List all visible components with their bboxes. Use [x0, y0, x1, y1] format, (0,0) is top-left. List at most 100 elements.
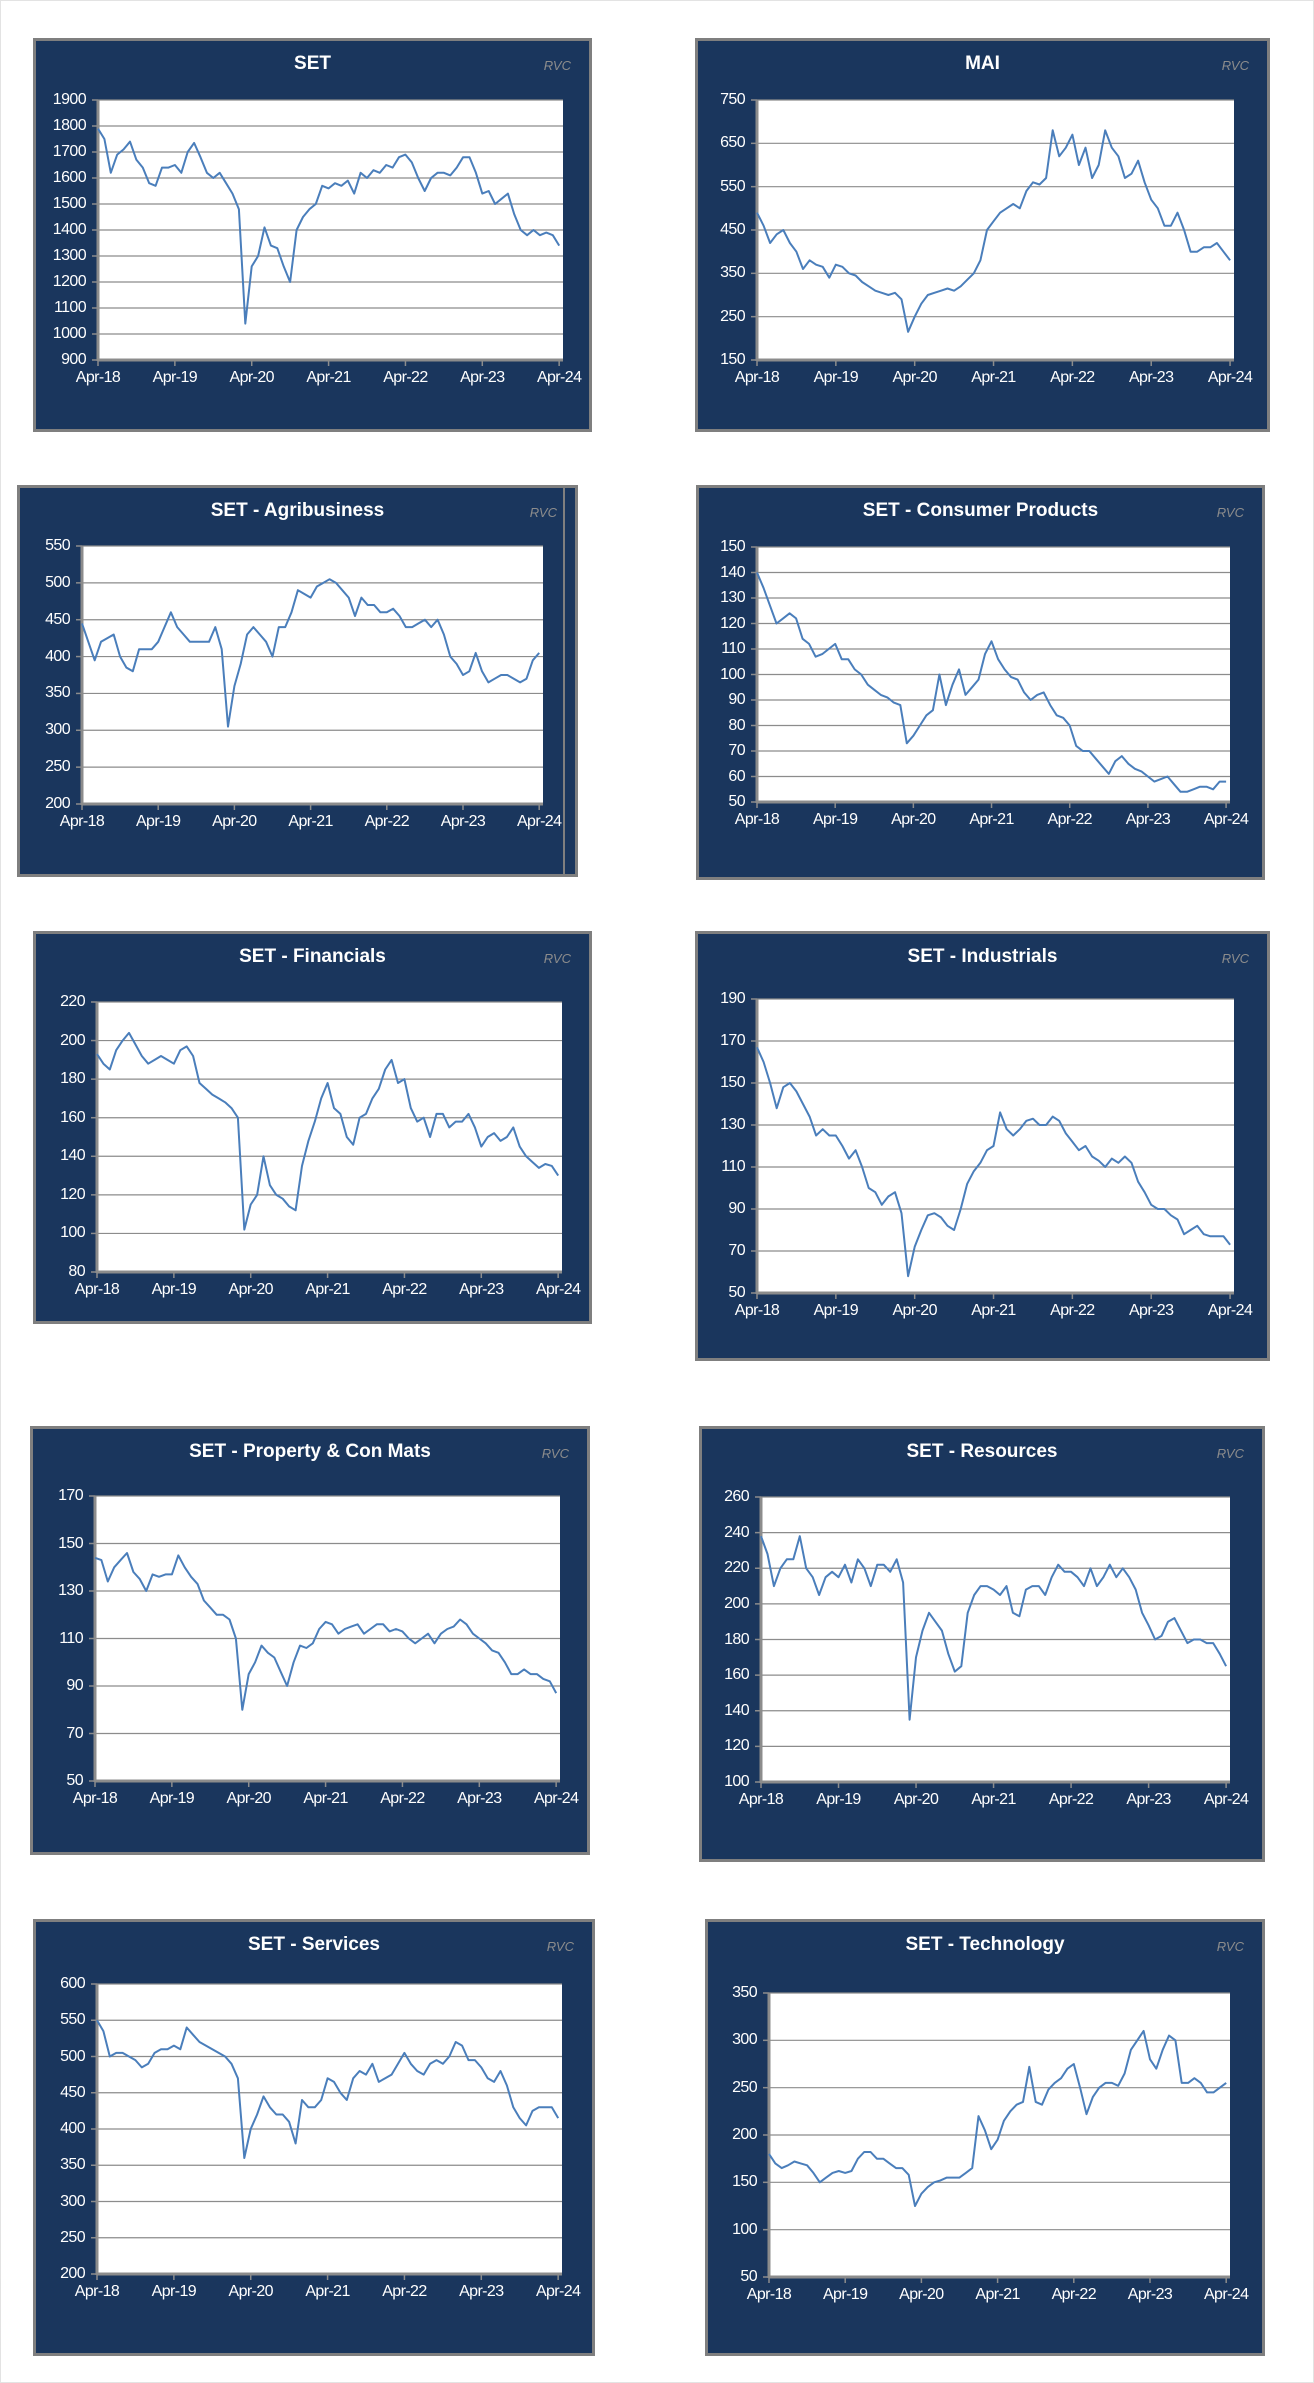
y-tick-label: 900: [61, 351, 87, 368]
y-tick-label: 240: [724, 1523, 750, 1541]
watermark-label: RVC: [1216, 1939, 1244, 1954]
y-tick-label: 80: [728, 716, 745, 734]
chart-panel-resources: SET - Resources RVC 100 120 140 160 180 200 220 2…: [699, 1426, 1265, 1862]
x-tick-label: Apr-24: [535, 1281, 581, 1298]
x-tick-label: Apr-24: [1203, 1791, 1249, 1808]
y-tick-label: 1400: [52, 221, 87, 238]
x-tick-label: Apr-20: [228, 2283, 274, 2300]
x-tick-label: Apr-19: [149, 1790, 195, 1807]
y-tick-label: 300: [60, 2192, 86, 2210]
x-tick-label: Apr-23: [1128, 369, 1174, 386]
chart-panel-agribusiness: SET - Agribusiness RVC 200 250 300 350 400 450 5…: [17, 485, 578, 877]
y-tick-label: 550: [720, 177, 746, 195]
x-tick-label: Apr-22: [364, 813, 410, 830]
x-tick-label: Apr-21: [305, 2283, 350, 2300]
x-tick-label: Apr-20: [892, 369, 937, 386]
series-line: [97, 128, 561, 325]
y-tick-label: 1600: [52, 169, 87, 186]
series-line: [768, 2029, 1227, 2207]
x-tick-label: Apr-19: [152, 369, 198, 386]
y-tick-label: 500: [45, 573, 71, 591]
x-tick-label: Apr-19: [813, 1302, 859, 1319]
x-tick-label: Apr-18: [74, 2283, 120, 2300]
x-tick-label: Apr-19: [813, 369, 859, 386]
y-tick-label: 110: [59, 1629, 83, 1647]
y-tick-label: 650: [720, 134, 746, 152]
chart-svg: [763, 1992, 1230, 2283]
y-tick-label: 90: [728, 1200, 745, 1217]
y-tick-label: 200: [60, 1031, 86, 1049]
y-tick-label: 220: [60, 993, 86, 1010]
plot-area: [755, 1496, 1230, 1788]
chart-svg: [751, 99, 1234, 366]
y-tick-label: 220: [724, 1559, 750, 1577]
y-tick-label: 80: [68, 1263, 85, 1280]
y-tick-label: 350: [60, 2156, 86, 2174]
x-tick-label: Apr-20: [212, 813, 257, 830]
y-tick-label: 130: [58, 1582, 84, 1599]
x-tick-label: Apr-22: [1047, 811, 1093, 828]
y-tick-label: 260: [724, 1488, 750, 1505]
x-tick-label: Apr-21: [971, 1791, 1016, 1808]
chart-panel-financials: SET - Financials RVC 80 100 120 140 160 180 200 2…: [33, 931, 592, 1324]
y-tick-label: 100: [720, 665, 746, 683]
x-tick-label: Apr-24: [1203, 811, 1249, 828]
x-tick-label: Apr-18: [72, 1790, 118, 1807]
plot-area: [76, 545, 543, 810]
plot-area: [751, 998, 1234, 1299]
chart-panel-set: SET RVC 900 1000 1100 1200 1300 1400 1500 1600 170…: [33, 38, 592, 432]
plot-area: [89, 1495, 560, 1787]
y-tick-label: 250: [732, 2078, 758, 2096]
chart-title: SET - Resources: [906, 1441, 1058, 1462]
chart-panel-mai: MAI RVC 150 250 350 450 550 650 750 Apr-18 Apr-19 A…: [695, 38, 1270, 432]
chart-svg: [91, 1983, 562, 2280]
y-tick-label: 180: [724, 1630, 750, 1648]
y-tick-label: 250: [60, 2228, 86, 2246]
x-tick-label: Apr-18: [734, 369, 780, 386]
y-tick-label: 150: [720, 538, 746, 555]
y-tick-label: 1300: [52, 247, 87, 264]
y-tick-label: 160: [60, 1108, 86, 1126]
y-tick-label: 1700: [52, 143, 87, 160]
y-tick-label: 150: [58, 1534, 84, 1552]
y-tick-label: 450: [60, 2083, 86, 2101]
x-tick-label: Apr-23: [1125, 811, 1171, 828]
chart-title: SET - Property & Con Mats: [189, 1441, 431, 1462]
x-tick-label: Apr-24: [1207, 369, 1253, 386]
chart-panel-technology: SET - Technology RVC 50 100 150 200 250 300 350 A…: [705, 1919, 1265, 2356]
x-tick-label: Apr-23: [1127, 2286, 1173, 2303]
plot-area: [91, 1001, 562, 1278]
y-tick-label: 120: [60, 1185, 86, 1203]
x-tick-label: Apr-22: [1050, 1302, 1095, 1319]
watermark-label: RVC: [1216, 505, 1244, 520]
y-tick-label: 200: [724, 1594, 750, 1612]
chart-title: SET - Industrials: [907, 946, 1058, 967]
x-tick-label: Apr-19: [822, 2286, 868, 2303]
chart-title: SET - Financials: [239, 946, 386, 967]
x-tick-label: Apr-24: [533, 1790, 579, 1807]
series-line: [81, 578, 540, 728]
x-tick-label: Apr-22: [382, 2283, 427, 2300]
y-tick-label: 190: [720, 990, 746, 1007]
x-tick-label: Apr-23: [440, 813, 486, 830]
y-tick-label: 100: [60, 1224, 86, 1242]
x-tick-label: Apr-24: [1203, 2286, 1249, 2303]
y-tick-label: 400: [60, 2120, 86, 2137]
y-tick-label: 750: [720, 91, 746, 108]
y-tick-label: 140: [720, 563, 746, 581]
x-tick-label: Apr-19: [816, 1791, 861, 1808]
y-tick-label: 350: [732, 1984, 758, 2001]
x-tick-label: Apr-18: [75, 369, 121, 386]
plot-area: [751, 546, 1230, 808]
y-tick-label: 550: [60, 2011, 86, 2029]
y-tick-label: 120: [720, 614, 746, 632]
watermark-label: RVC: [529, 505, 557, 520]
series-line: [760, 1535, 1227, 1721]
x-tick-label: Apr-24: [535, 2283, 581, 2300]
y-tick-label: 160: [724, 1666, 750, 1684]
series-line: [756, 129, 1231, 333]
y-tick-label: 50: [728, 1284, 745, 1301]
y-tick-label: 60: [728, 767, 745, 785]
chart-title: SET - Consumer Products: [862, 500, 1099, 521]
chart-svg: [76, 545, 543, 810]
